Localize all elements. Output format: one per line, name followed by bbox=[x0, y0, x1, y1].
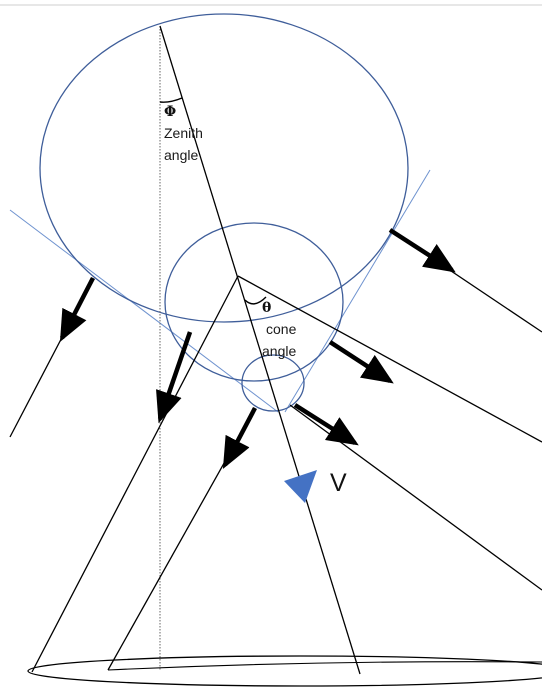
light-arrow-right-2 bbox=[328, 340, 394, 384]
inner-cone-edge-right bbox=[289, 404, 542, 591]
small-circle bbox=[241, 354, 305, 412]
light-arrow-left-3 bbox=[222, 406, 257, 469]
light-arrow-right-3 bbox=[293, 403, 359, 446]
velocity-arrow-icon bbox=[284, 470, 317, 503]
light-arrow-right-1 bbox=[388, 228, 456, 273]
cone-angle-arc bbox=[244, 296, 267, 305]
large-circle bbox=[39, 13, 409, 323]
velocity-label: V bbox=[330, 469, 347, 497]
cone-label-line2: angle bbox=[262, 343, 296, 359]
cone-label-line1: cone bbox=[266, 321, 297, 337]
cone-tangent-left bbox=[9, 209, 279, 413]
cone-symbol: θ bbox=[262, 300, 271, 316]
light-arrow-left-2 bbox=[156, 331, 193, 424]
zenith-symbol: Φ bbox=[164, 104, 176, 120]
zenith-angle-arc bbox=[159, 97, 183, 103]
ground-ellipse bbox=[27, 655, 542, 687]
zenith-label-line2: angle bbox=[164, 147, 198, 163]
zenith-label-line1: Zenith bbox=[164, 125, 203, 141]
light-arrow-left-1 bbox=[59, 276, 95, 342]
cone-tangent-right bbox=[284, 169, 431, 413]
particle-trajectory bbox=[159, 25, 361, 675]
ground-ellipse-inner bbox=[107, 661, 542, 671]
medium-circle bbox=[164, 222, 344, 382]
cone-edge-left bbox=[31, 275, 239, 673]
